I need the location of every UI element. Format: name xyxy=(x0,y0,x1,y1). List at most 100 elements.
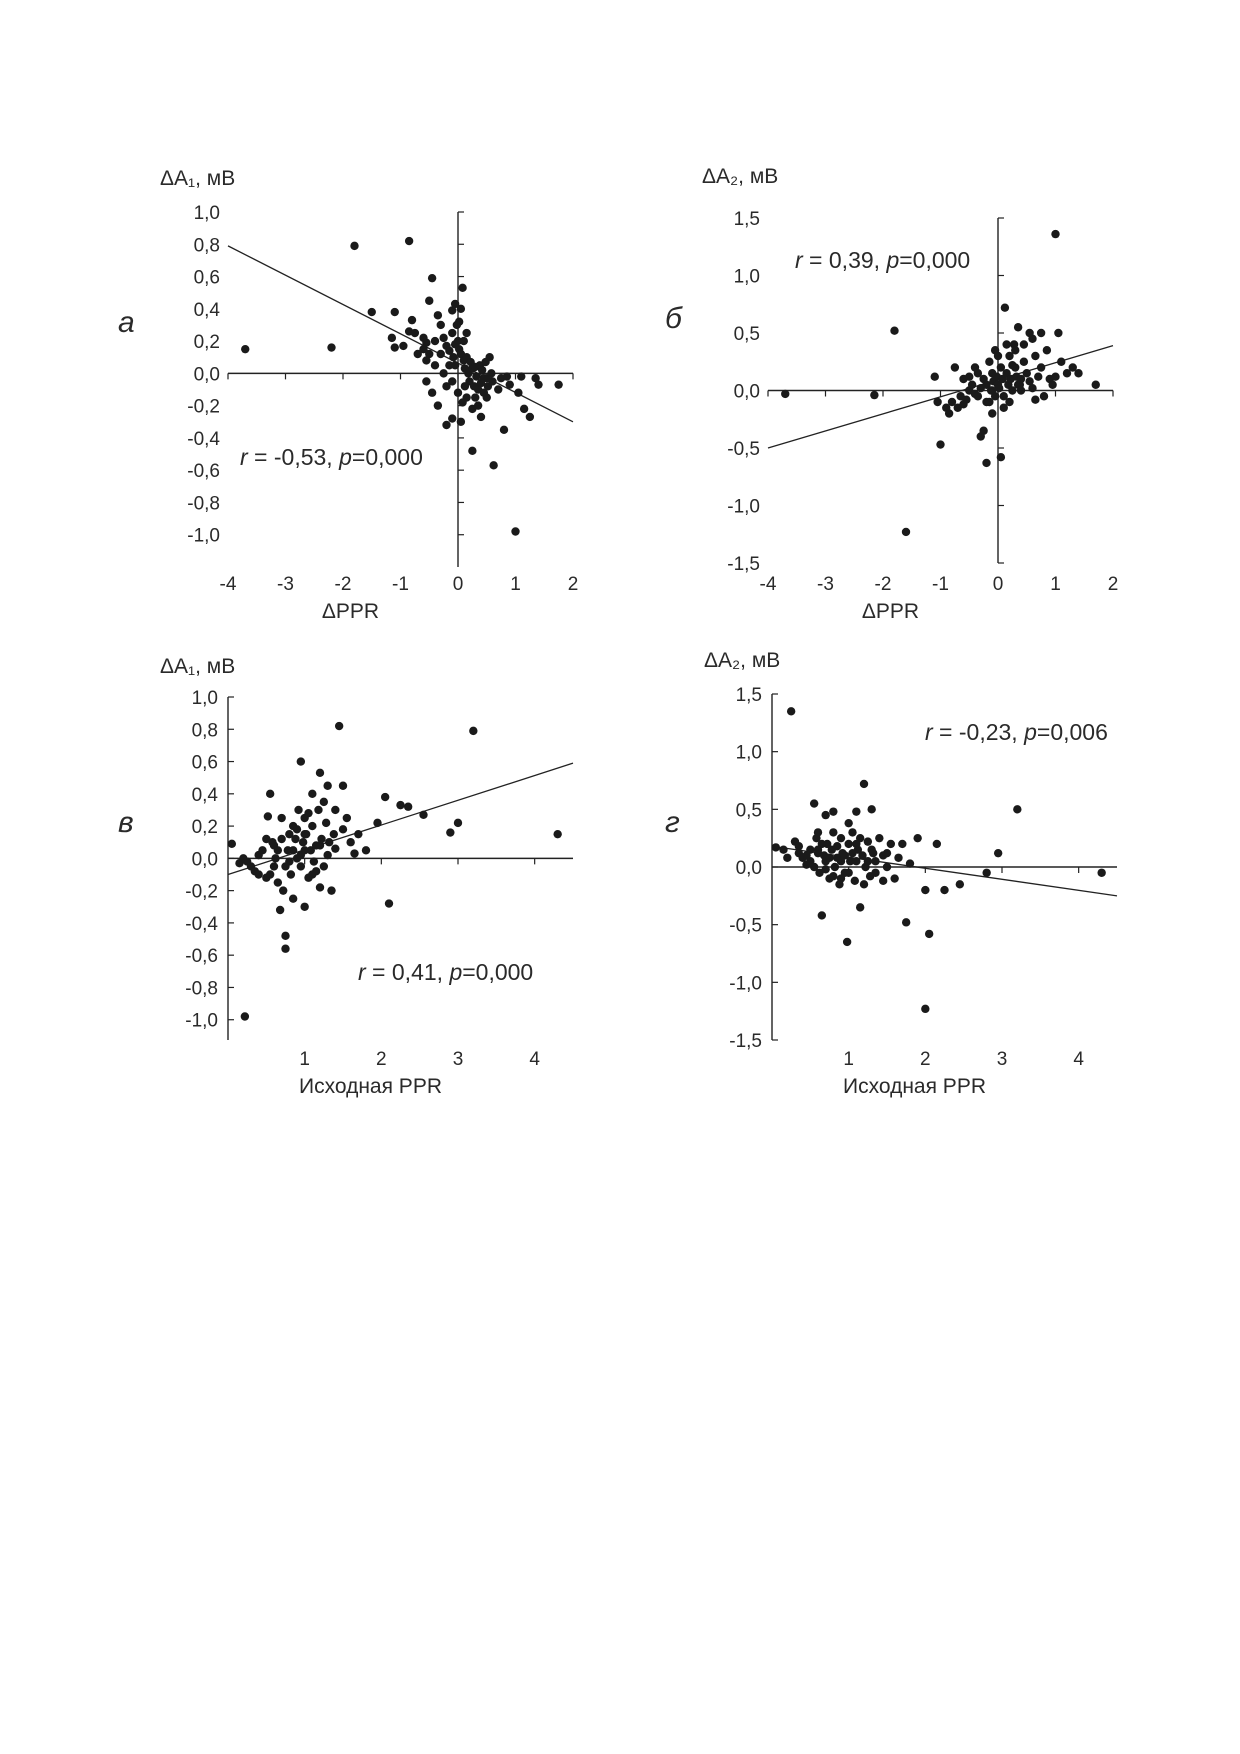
data-point xyxy=(781,389,790,399)
data-point xyxy=(859,779,869,789)
data-point xyxy=(901,918,911,927)
data-point xyxy=(979,426,988,435)
data-point xyxy=(306,846,315,855)
data-point xyxy=(419,344,428,354)
x-tick-label: 2 xyxy=(920,1049,931,1070)
y-tick-label: 1,0 xyxy=(192,688,218,709)
y-tick-label: 1,0 xyxy=(736,743,762,764)
data-point xyxy=(894,853,903,862)
data-point xyxy=(462,328,471,338)
data-point xyxy=(848,828,857,837)
data-point xyxy=(425,296,434,305)
data-point xyxy=(985,357,994,366)
data-point xyxy=(380,792,390,802)
data-point xyxy=(1019,340,1029,349)
data-point xyxy=(921,1004,930,1014)
correlation-annotation: r = -0,53, p=0,000 xyxy=(240,444,423,470)
data-point xyxy=(1000,303,1010,312)
data-point xyxy=(1034,372,1043,381)
data-point xyxy=(502,372,512,381)
x-tick-label: 1 xyxy=(1050,574,1061,595)
data-point xyxy=(821,810,830,820)
data-point xyxy=(936,440,945,449)
data-point xyxy=(525,412,535,422)
data-point xyxy=(281,931,290,941)
data-point xyxy=(494,385,503,394)
data-point xyxy=(425,349,434,359)
data-point xyxy=(446,828,455,837)
data-point xyxy=(413,349,422,359)
data-point xyxy=(1005,351,1014,361)
x-tick-label: -4 xyxy=(220,574,237,595)
data-point xyxy=(940,885,949,895)
y-tick-label: 0,0 xyxy=(736,858,762,879)
panel-letter-g: г xyxy=(665,806,680,839)
data-point xyxy=(315,883,325,892)
x-axis-label: ΔPPR xyxy=(862,600,919,623)
data-point xyxy=(265,870,275,879)
x-tick-label: 1 xyxy=(843,1049,854,1070)
x-tick-label: 3 xyxy=(453,1049,464,1070)
y-tick-label: 1,5 xyxy=(736,685,762,706)
data-point xyxy=(1036,363,1046,372)
data-point xyxy=(1048,380,1057,389)
data-point xyxy=(844,818,853,828)
data-point xyxy=(327,886,336,895)
data-point xyxy=(445,361,454,370)
data-point xyxy=(999,403,1008,412)
data-point xyxy=(334,721,344,731)
data-point xyxy=(1042,346,1052,355)
y-tick-label: 1,0 xyxy=(734,267,760,288)
data-point xyxy=(519,404,529,414)
data-point xyxy=(487,369,496,378)
data-point xyxy=(1097,868,1106,877)
data-point xyxy=(314,805,323,815)
data-point xyxy=(882,848,892,858)
data-point xyxy=(821,865,830,874)
data-point xyxy=(882,862,892,872)
data-point xyxy=(933,397,942,407)
data-point xyxy=(517,372,526,381)
data-point xyxy=(499,425,509,435)
data-point xyxy=(1011,346,1020,355)
panel-a: -4 -3 -2 -1 0 1 2 1,0 0,8 0,6 0,4 0,2 0,0 -0,2 -0,4 -0,… xyxy=(118,167,578,623)
data-point xyxy=(436,320,445,330)
data-point xyxy=(1025,377,1034,386)
data-point xyxy=(1008,361,1017,370)
data-point xyxy=(996,453,1006,462)
data-point xyxy=(967,380,977,389)
data-point xyxy=(331,805,340,815)
data-point xyxy=(410,328,420,338)
data-point xyxy=(456,417,466,426)
data-point xyxy=(281,944,290,953)
data-point xyxy=(271,854,280,863)
data-point xyxy=(482,393,491,402)
data-point xyxy=(924,929,934,939)
y-axis-label: ΔA₁, мВ xyxy=(160,655,235,678)
data-point xyxy=(1074,369,1083,378)
data-point xyxy=(840,851,850,860)
data-point xyxy=(932,839,942,849)
data-point xyxy=(1051,229,1060,239)
data-point xyxy=(1039,392,1049,401)
data-point xyxy=(419,810,428,819)
data-point xyxy=(813,845,823,854)
data-point xyxy=(852,807,861,816)
data-point xyxy=(1028,384,1037,393)
x-tick-label: 4 xyxy=(529,1049,540,1070)
data-point xyxy=(859,880,869,889)
data-point xyxy=(275,905,285,915)
y-tick-label: 0,2 xyxy=(194,332,220,353)
data-point xyxy=(830,862,840,872)
data-point xyxy=(844,868,853,877)
data-point xyxy=(832,842,842,851)
y-tick-label: -0,4 xyxy=(185,914,218,935)
data-point xyxy=(296,757,306,766)
data-point xyxy=(453,818,463,828)
y-tick-label: -1,0 xyxy=(187,526,220,547)
y-tick-label: 1,5 xyxy=(734,209,760,230)
data-point xyxy=(300,829,309,839)
data-point xyxy=(802,851,811,860)
x-tick-label: 4 xyxy=(1073,1049,1084,1070)
data-point xyxy=(296,862,306,871)
